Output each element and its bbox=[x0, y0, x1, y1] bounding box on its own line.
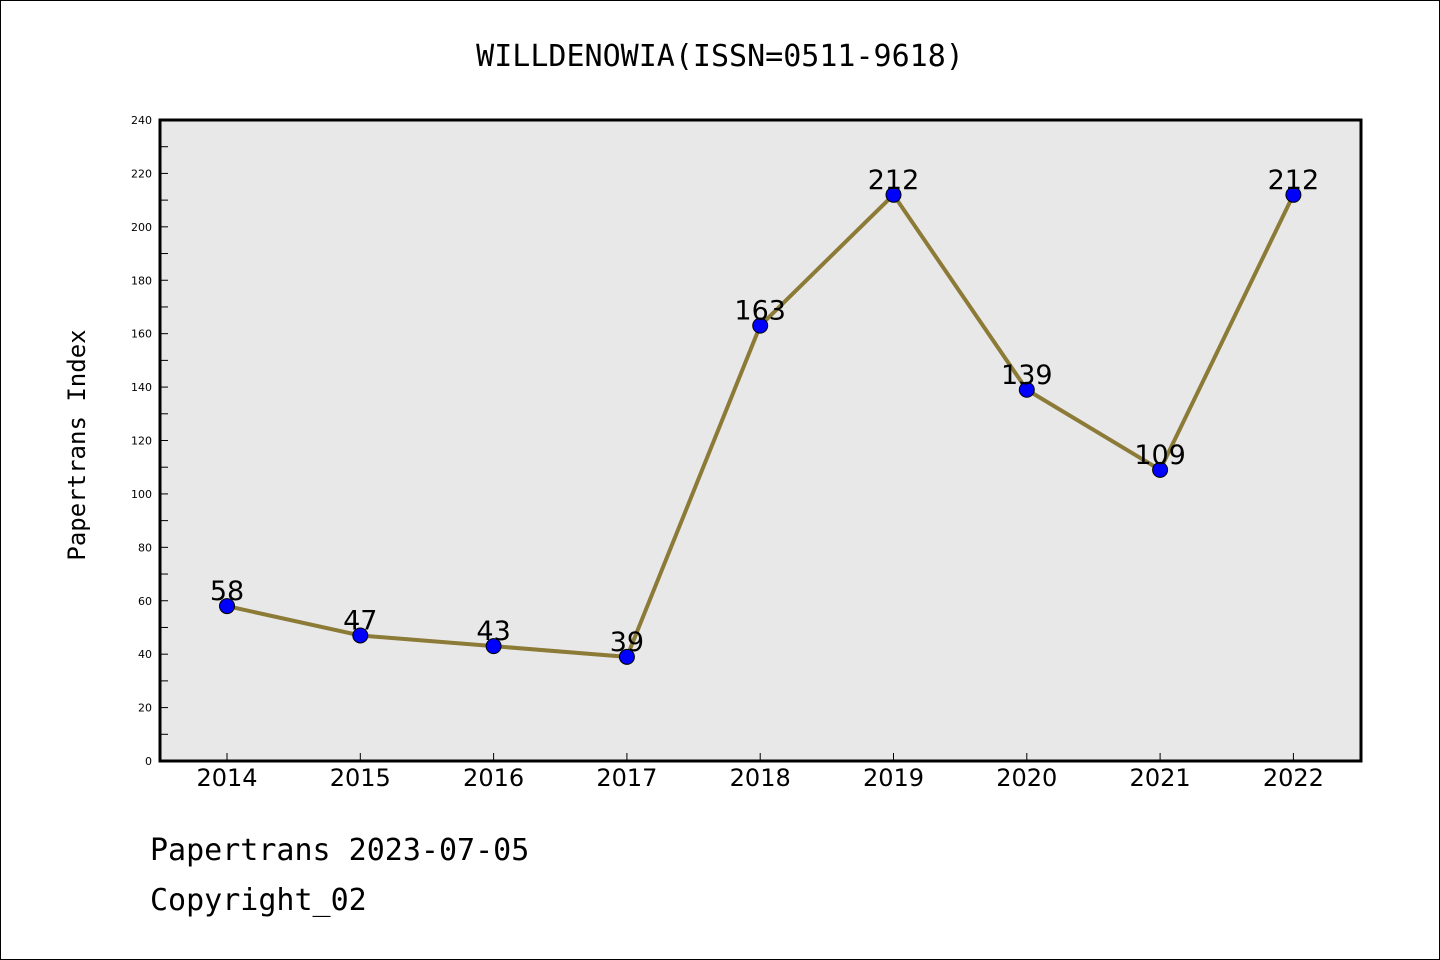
x-tick-label: 2021 bbox=[1130, 764, 1191, 792]
data-point bbox=[219, 598, 235, 615]
data-label: 39 bbox=[610, 627, 644, 658]
x-axis: 2014 2015 2016 2017 2018 2019 2020 2021 2022 bbox=[196, 753, 1324, 792]
data-point bbox=[752, 317, 769, 334]
x-tick-label: 2017 bbox=[596, 764, 657, 792]
y-tick-label: 20 bbox=[138, 702, 152, 715]
data-label: 212 bbox=[1268, 165, 1320, 196]
data-label: 139 bbox=[1001, 360, 1053, 391]
series-layer: 58 47 43 39 163 212 139 109 212 bbox=[210, 165, 1319, 665]
x-tick-label: 2019 bbox=[863, 764, 924, 792]
data-label: 163 bbox=[734, 296, 786, 327]
y-tick-label: 180 bbox=[131, 274, 152, 287]
data-point bbox=[352, 627, 369, 644]
y-tick-label: 200 bbox=[131, 221, 152, 234]
y-tick-label: 40 bbox=[138, 648, 152, 661]
data-label: 58 bbox=[210, 576, 244, 607]
x-tick-label: 2022 bbox=[1263, 764, 1324, 792]
y-tick-label: 0 bbox=[145, 755, 152, 768]
data-point bbox=[885, 186, 902, 203]
y-tick-label: 240 bbox=[131, 114, 152, 127]
plot-area bbox=[160, 120, 1361, 761]
y-axis-label: Papertrans Index bbox=[63, 329, 91, 560]
y-tick-label: 160 bbox=[131, 328, 152, 341]
x-tick-label: 2014 bbox=[196, 764, 257, 792]
x-tick-label: 2016 bbox=[463, 764, 524, 792]
data-point bbox=[485, 638, 502, 655]
footer-date-line: Papertrans 2023-07-05 bbox=[150, 833, 530, 868]
data-label: 212 bbox=[868, 165, 920, 196]
data-point bbox=[1285, 186, 1302, 203]
data-point bbox=[618, 648, 635, 665]
plot-border bbox=[158, 118, 1363, 763]
y-tick-label: 100 bbox=[131, 488, 152, 501]
y-tick-label: 80 bbox=[138, 541, 152, 554]
data-label: 47 bbox=[343, 605, 377, 636]
data-label: 109 bbox=[1134, 440, 1186, 471]
y-tick-label: 140 bbox=[131, 381, 152, 394]
y-tick-label: 60 bbox=[138, 595, 152, 608]
x-tick-label: 2018 bbox=[730, 764, 791, 792]
data-label: 43 bbox=[476, 616, 510, 647]
footer-copyright-line: Copyright_02 bbox=[150, 883, 367, 918]
x-tick-label: 2015 bbox=[330, 764, 391, 792]
y-tick-label: 220 bbox=[131, 167, 152, 180]
x-tick-label: 2020 bbox=[996, 764, 1057, 792]
chart-title: WILLDENOWIA(ISSN=0511-9618) bbox=[476, 39, 964, 74]
data-point bbox=[1152, 461, 1169, 478]
data-point bbox=[1018, 381, 1035, 398]
y-tick-label: 120 bbox=[131, 435, 152, 448]
